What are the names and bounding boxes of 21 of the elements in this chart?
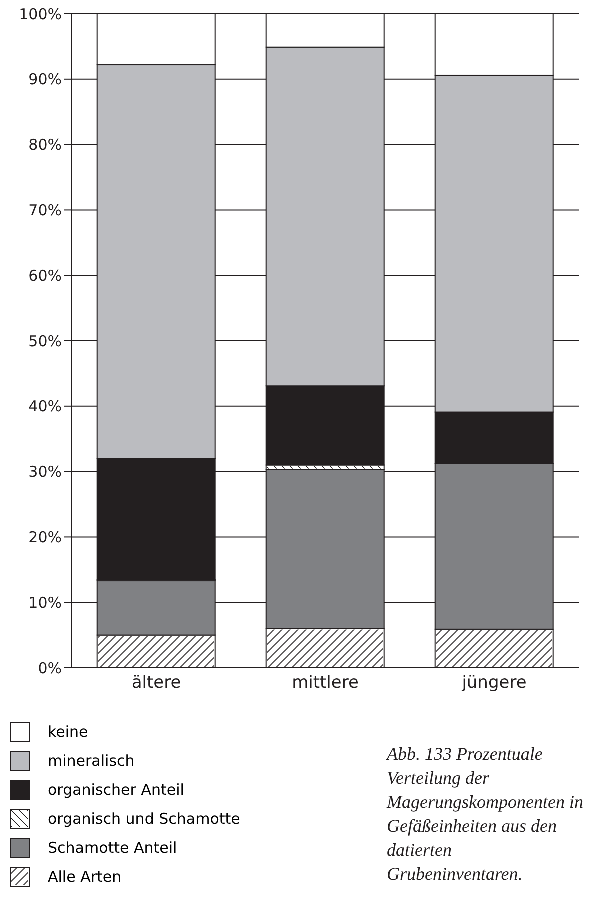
y-tick-label: 90% bbox=[28, 70, 62, 89]
legend-label: Alle Arten bbox=[48, 868, 122, 886]
x-tick-label: ältere bbox=[132, 673, 182, 694]
y-tick-label: 0% bbox=[38, 659, 62, 678]
y-tick-label: 10% bbox=[28, 594, 62, 612]
legend-label: organisch und Schamotte bbox=[48, 810, 240, 828]
y-tick-label: 100% bbox=[19, 5, 62, 24]
x-tick-label: jüngere bbox=[461, 673, 527, 694]
y-tick-label: 40% bbox=[28, 398, 62, 416]
legend-label: mineralisch bbox=[48, 752, 135, 770]
y-tick-label: 60% bbox=[28, 266, 62, 285]
caption: Abb. 133 Prozentuale Verteilung der Magerungskomponenten in Gefäßeinheiten aus den datierten Grubeninventaren. bbox=[387, 743, 584, 886]
y-tick-label: 20% bbox=[28, 528, 62, 547]
legend-label: keine bbox=[48, 723, 88, 741]
legend-label: Schamotte Anteil bbox=[48, 839, 178, 857]
y-tick-label: 30% bbox=[28, 463, 62, 482]
legend-label: organischer Anteil bbox=[48, 781, 184, 799]
y-tick-label: 80% bbox=[28, 136, 62, 154]
y-tick-label: 50% bbox=[28, 332, 62, 350]
y-tick-label: 70% bbox=[28, 202, 62, 220]
x-tick-label: mittlere bbox=[292, 673, 359, 694]
